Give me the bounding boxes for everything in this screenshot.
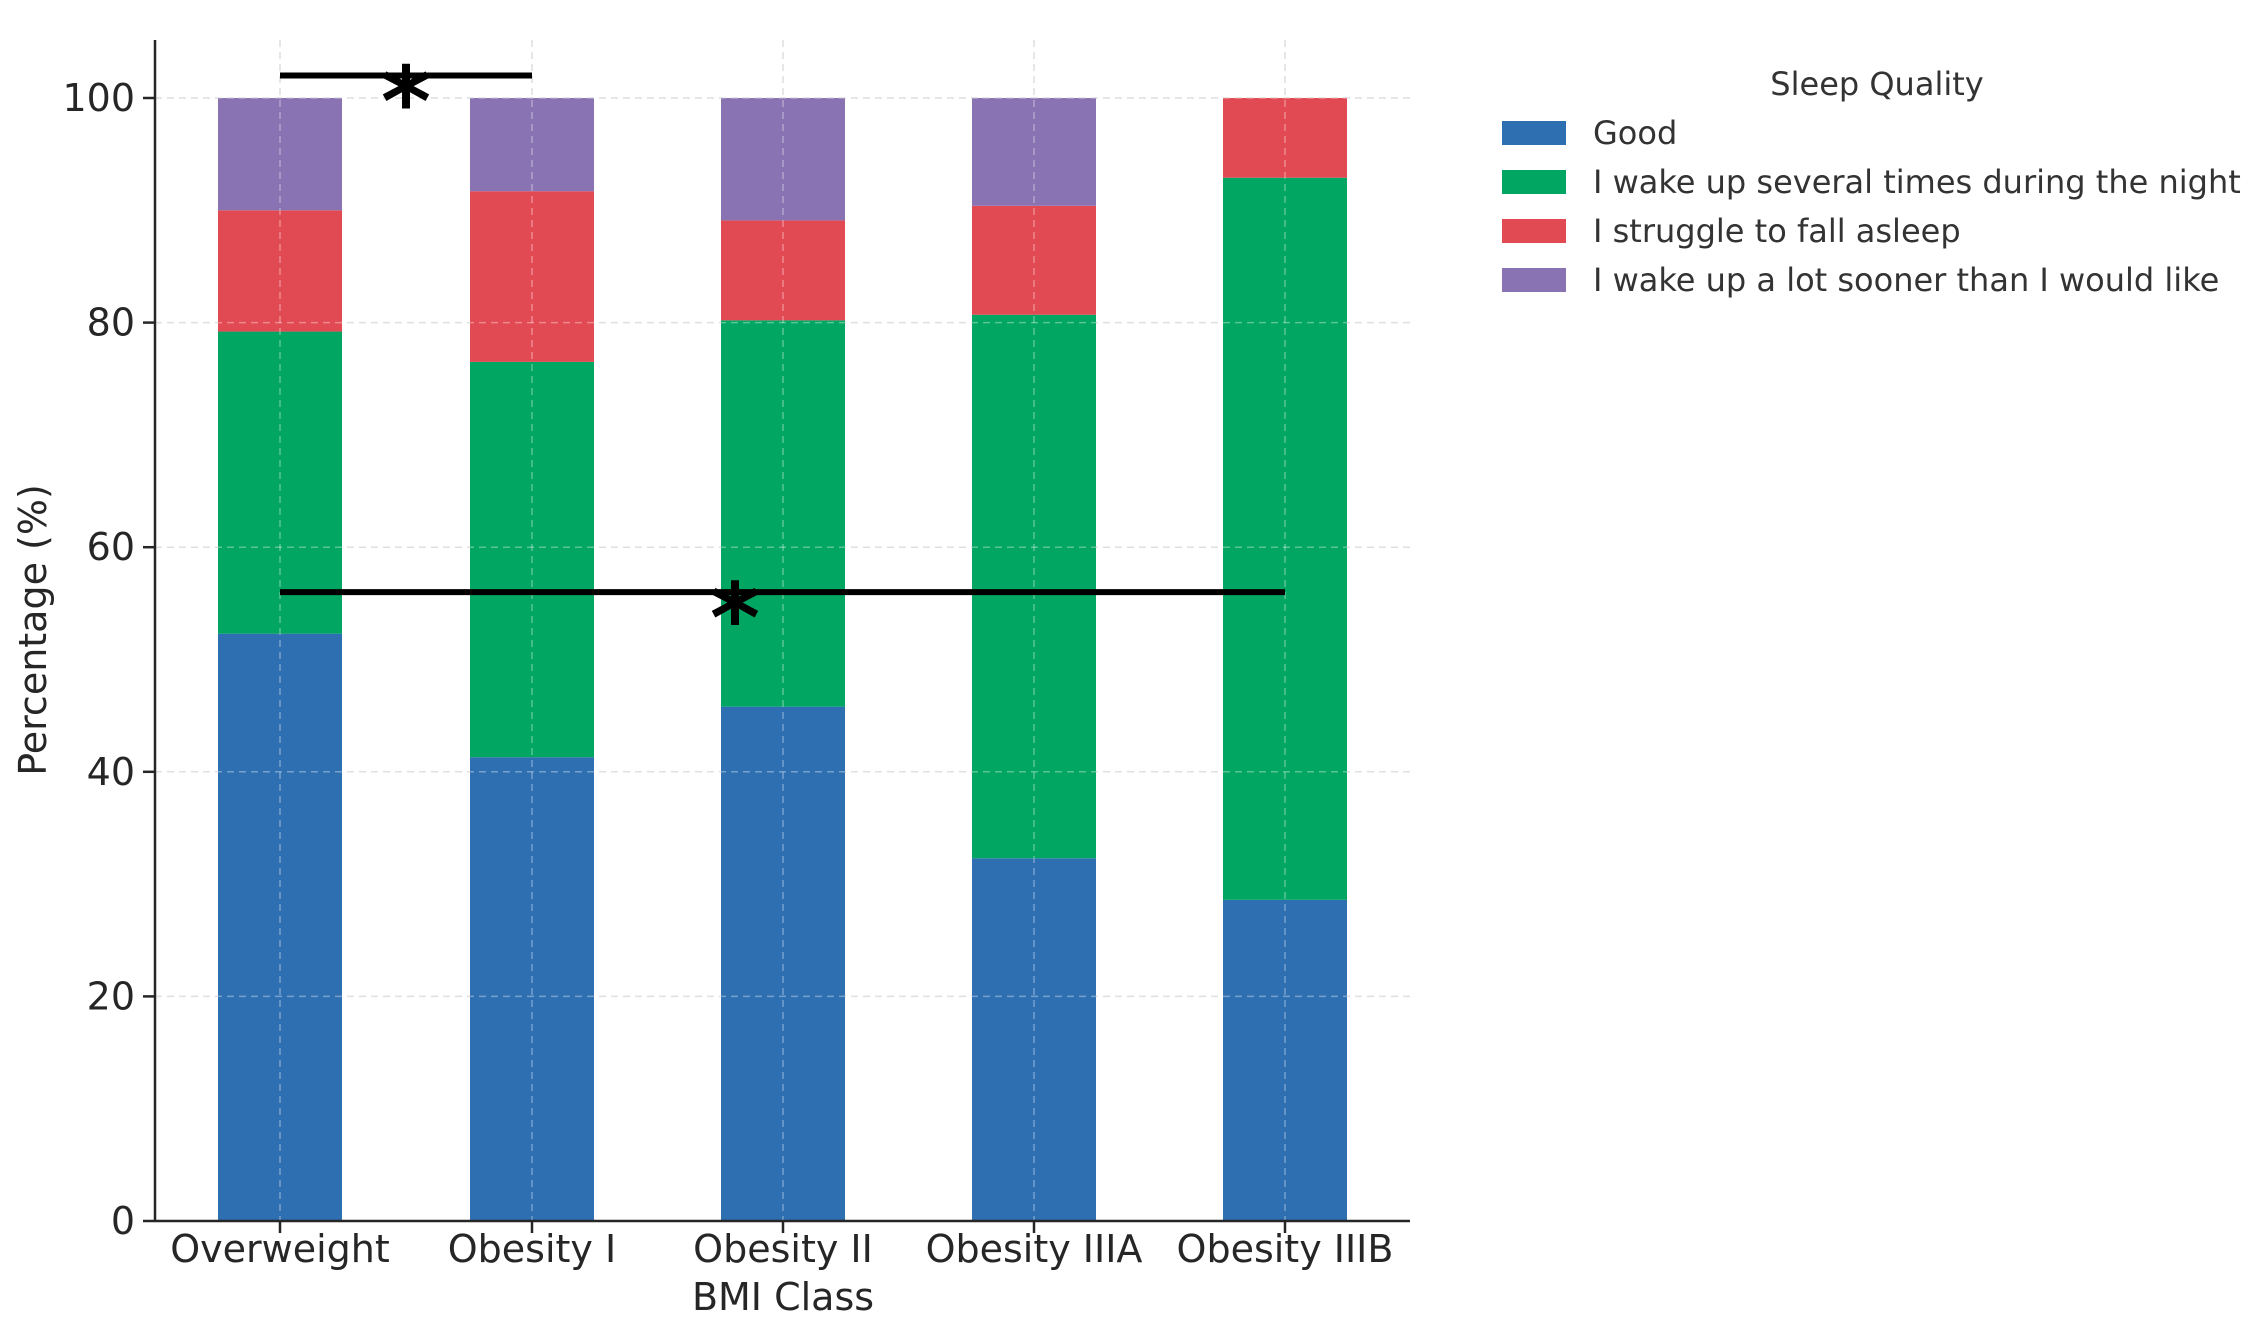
legend-swatch xyxy=(1502,219,1566,243)
bar-segment xyxy=(218,633,342,1221)
legend-swatch xyxy=(1502,170,1566,194)
legend-title: Sleep Quality xyxy=(1770,65,1983,103)
bar-segment xyxy=(470,757,594,1221)
y-tick-label: 0 xyxy=(111,1199,135,1243)
legend-swatch xyxy=(1502,268,1566,292)
bar-segment xyxy=(721,706,845,1221)
bar-segment xyxy=(721,220,845,321)
bars xyxy=(155,40,1410,1221)
legend-label: I wake up several times during the night xyxy=(1593,163,2241,201)
y-tick-label: 40 xyxy=(87,750,135,794)
bar-segment xyxy=(218,98,342,211)
bar-segment xyxy=(470,98,594,192)
significance-annotations: ** xyxy=(280,47,1285,675)
legend-label: Good xyxy=(1593,114,1677,152)
bar-segment xyxy=(972,314,1096,859)
y-tick-label: 80 xyxy=(87,301,135,345)
y-axis-title: Percentage (%) xyxy=(11,484,55,776)
x-tick-label: Obesity IIIB xyxy=(1177,1227,1394,1271)
y-tick-label: 60 xyxy=(87,525,135,569)
legend-items: Good I wake up several times during the n… xyxy=(1502,114,2241,299)
bar-segment xyxy=(218,331,342,634)
bar-segment xyxy=(721,320,845,707)
legend-swatch xyxy=(1502,121,1566,145)
x-tick-label: Obesity IIIA xyxy=(926,1227,1143,1271)
y-tick-label: 20 xyxy=(87,974,135,1018)
bar-segment xyxy=(1223,899,1347,1221)
bar-segment xyxy=(972,858,1096,1221)
x-tick-label: Overweight xyxy=(170,1227,390,1271)
bar-segment xyxy=(721,98,845,221)
legend-label: I struggle to fall asleep xyxy=(1593,212,1961,250)
x-ticks: Overweight Obesity I Obesity II Obesity III… xyxy=(170,1221,1393,1271)
bar-segment xyxy=(1223,98,1347,178)
bar-segment xyxy=(972,98,1096,206)
y-tick-label: 100 xyxy=(62,76,135,120)
significance-star: * xyxy=(710,563,760,675)
bar-segment xyxy=(470,361,594,758)
legend: Sleep Quality Good I wake up several time… xyxy=(1502,65,2241,299)
bar-segment xyxy=(1223,177,1347,900)
y-ticks: 0 20 40 60 80 100 xyxy=(62,76,155,1243)
bar-segment xyxy=(972,205,1096,315)
legend-label: I wake up a lot sooner than I would like xyxy=(1593,261,2219,299)
x-axis-title: BMI Class xyxy=(692,1275,874,1319)
x-tick-label: Obesity II xyxy=(693,1227,873,1271)
x-tick-label: Obesity I xyxy=(448,1227,616,1271)
significance-star: * xyxy=(381,47,431,159)
bar-segment xyxy=(218,210,342,332)
bar-segment xyxy=(470,191,594,362)
